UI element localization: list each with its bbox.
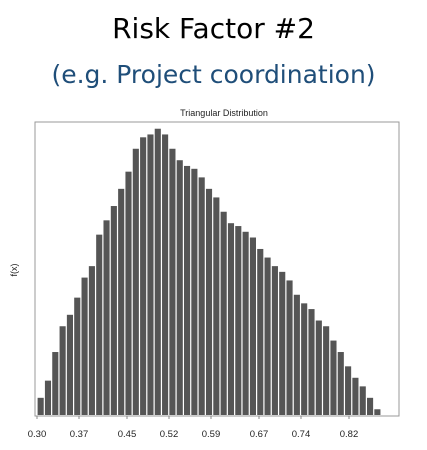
histogram-bar (37, 397, 44, 415)
histogram-bar (59, 326, 66, 415)
histogram-bar (103, 220, 110, 415)
histogram-bar (198, 177, 205, 415)
plot-frame (34, 121, 400, 417)
histogram-bar (184, 165, 191, 415)
histogram-bar (110, 206, 117, 415)
histogram-bar (323, 326, 330, 415)
histogram-bar (205, 188, 213, 415)
histogram-bar (308, 309, 315, 415)
x-tick-label: 0.59 (202, 429, 221, 440)
histogram-bar (213, 197, 220, 415)
x-tick-label: 0.37 (70, 429, 89, 440)
histogram-bar (257, 248, 264, 415)
histogram-bar (125, 171, 132, 415)
histogram-bar (147, 134, 154, 415)
histogram-bar (330, 340, 337, 415)
histogram-bar (176, 160, 183, 415)
histogram-bar (242, 231, 249, 415)
histogram-bar (96, 234, 103, 415)
histogram-bar (66, 314, 73, 415)
histogram-bar (264, 257, 271, 415)
histogram-bar (359, 386, 366, 415)
histogram-bar (118, 188, 125, 415)
histogram-bar (52, 352, 59, 415)
histogram-bar (249, 237, 256, 415)
histogram-bar (191, 168, 198, 415)
histogram-bar (279, 271, 286, 415)
y-axis-label: f(x) (9, 264, 19, 277)
x-axis-ticks: 0.30 0.37 0.45 0.52 0.59 0.67 0.74 0.82 (28, 416, 359, 440)
histogram-bar (235, 226, 242, 415)
slide-title: Risk Factor #2 (112, 12, 315, 45)
histogram-bar (44, 380, 52, 415)
histogram-bar (88, 266, 95, 415)
slide-subtitle: (e.g. Project coordination) (51, 60, 376, 89)
chart-title: Triangular Distribution (180, 108, 268, 118)
histogram-bar (227, 223, 235, 415)
x-tick-label: 0.74 (292, 429, 311, 440)
histogram-bar (337, 352, 344, 415)
histogram-bar (301, 303, 308, 415)
x-tick-label: 0.82 (340, 429, 359, 440)
x-tick-label: 0.52 (160, 429, 179, 440)
histogram-bar (374, 409, 381, 415)
x-tick-label: 0.30 (28, 429, 47, 440)
histogram-bar (345, 366, 352, 415)
histogram-bar (74, 297, 81, 415)
x-tick-label: 0.67 (250, 429, 269, 440)
histogram-bar (352, 377, 359, 415)
histogram-bar (271, 266, 278, 415)
histogram-bar (132, 148, 139, 415)
histogram-bar (220, 211, 227, 415)
histogram-bar (367, 397, 374, 415)
histogram-bar (315, 320, 322, 415)
histogram-bar (293, 294, 300, 415)
histogram-bar (286, 280, 293, 415)
histogram-bar (154, 128, 161, 416)
histogram-bar (162, 134, 169, 415)
histogram-bar (81, 277, 88, 415)
histogram-bar (140, 137, 147, 415)
x-tick-label: 0.45 (118, 429, 137, 440)
histogram-bars (37, 128, 381, 416)
histogram-bar (169, 148, 176, 415)
